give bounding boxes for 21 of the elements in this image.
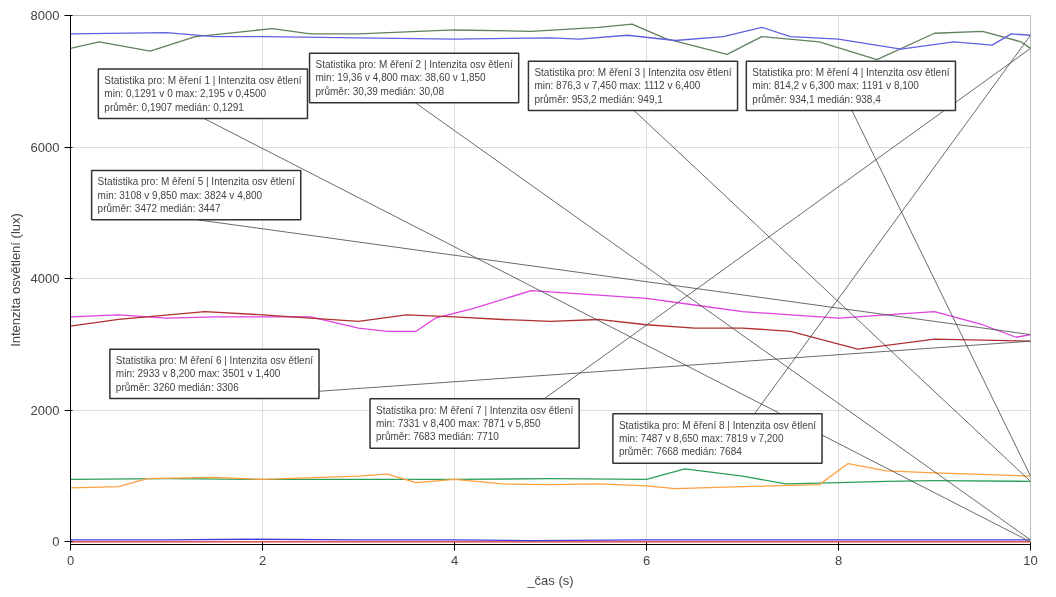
y-tick-label: 4000 — [30, 271, 60, 287]
annotation: Statistika pro: M ěření 2 | Intenzita osv ětlení min: 19,36 v 4,800 max: 38,60 v 1,850 průměr: 30,39 medián: 30,08 — [315, 59, 513, 97]
annotation: Statistika pro: M ěření 7 | Intenzita osv ětlení min: 7331 v 8,400 max: 7871 v 5,850 průměr: 7683 medián: 7710 — [376, 404, 574, 443]
y-tick-label: 0 — [52, 534, 60, 550]
y-tick-label: 8000 — [30, 8, 60, 23]
annotation: Statistika pro: M ěření 4 | Intenzita osv ětlení min: 814,2 v 6,300 max: 1191 v 8,100 průměr: 934,1 medián: 938,4 — [752, 67, 950, 105]
annotation: Statistika pro: M ěření 1 | Intenzita osv ětlení min: 0,1291 v 0 max: 2,195 v 0,4500 průměr: 0,1907 medián: 0,1291 — [104, 75, 302, 113]
x-tick-label: 8 — [834, 552, 843, 568]
x-tick-label: 6 — [642, 552, 651, 568]
x-axis-title: _čas (s) — [526, 572, 574, 588]
x-tick-label: 4 — [450, 552, 459, 568]
y-axis-title: Intenzita osvětlení (lux) — [7, 213, 23, 347]
y-tick-label: 2000 — [30, 402, 60, 418]
y-tick-label: 6000 — [30, 139, 60, 155]
annotation: Statistika pro: M ěření 6 | Intenzita osv ětlení min: 2933 v 8,200 max: 3501 v 1,400 průměr: 3260 medián: 3306 — [115, 355, 314, 393]
x-tick-label: 2 — [258, 552, 267, 568]
annotation: Statistika pro: M ěření 5 | Intenzita osv ětlení min: 3108 v 9,850 max: 3824 v 4,800 průměr: 3472 medián: 3447 — [97, 176, 295, 214]
annotation: Statistika pro: M ěření 8 | Intenzita osv ětlení min: 7487 v 8,650 max: 7819 v 7,200 průměr: 7668 medián: 7684 — [618, 419, 817, 458]
x-tick-label: 0 — [66, 552, 75, 568]
x-tick-label: 10 — [1023, 552, 1038, 568]
annotation: Statistika pro: M ěření 3 | Intenzita osv ětlení min: 876,3 v 7,450 max: 1112 v 6,400 průměr: 953,2 medián: 949,1 — [534, 67, 732, 105]
